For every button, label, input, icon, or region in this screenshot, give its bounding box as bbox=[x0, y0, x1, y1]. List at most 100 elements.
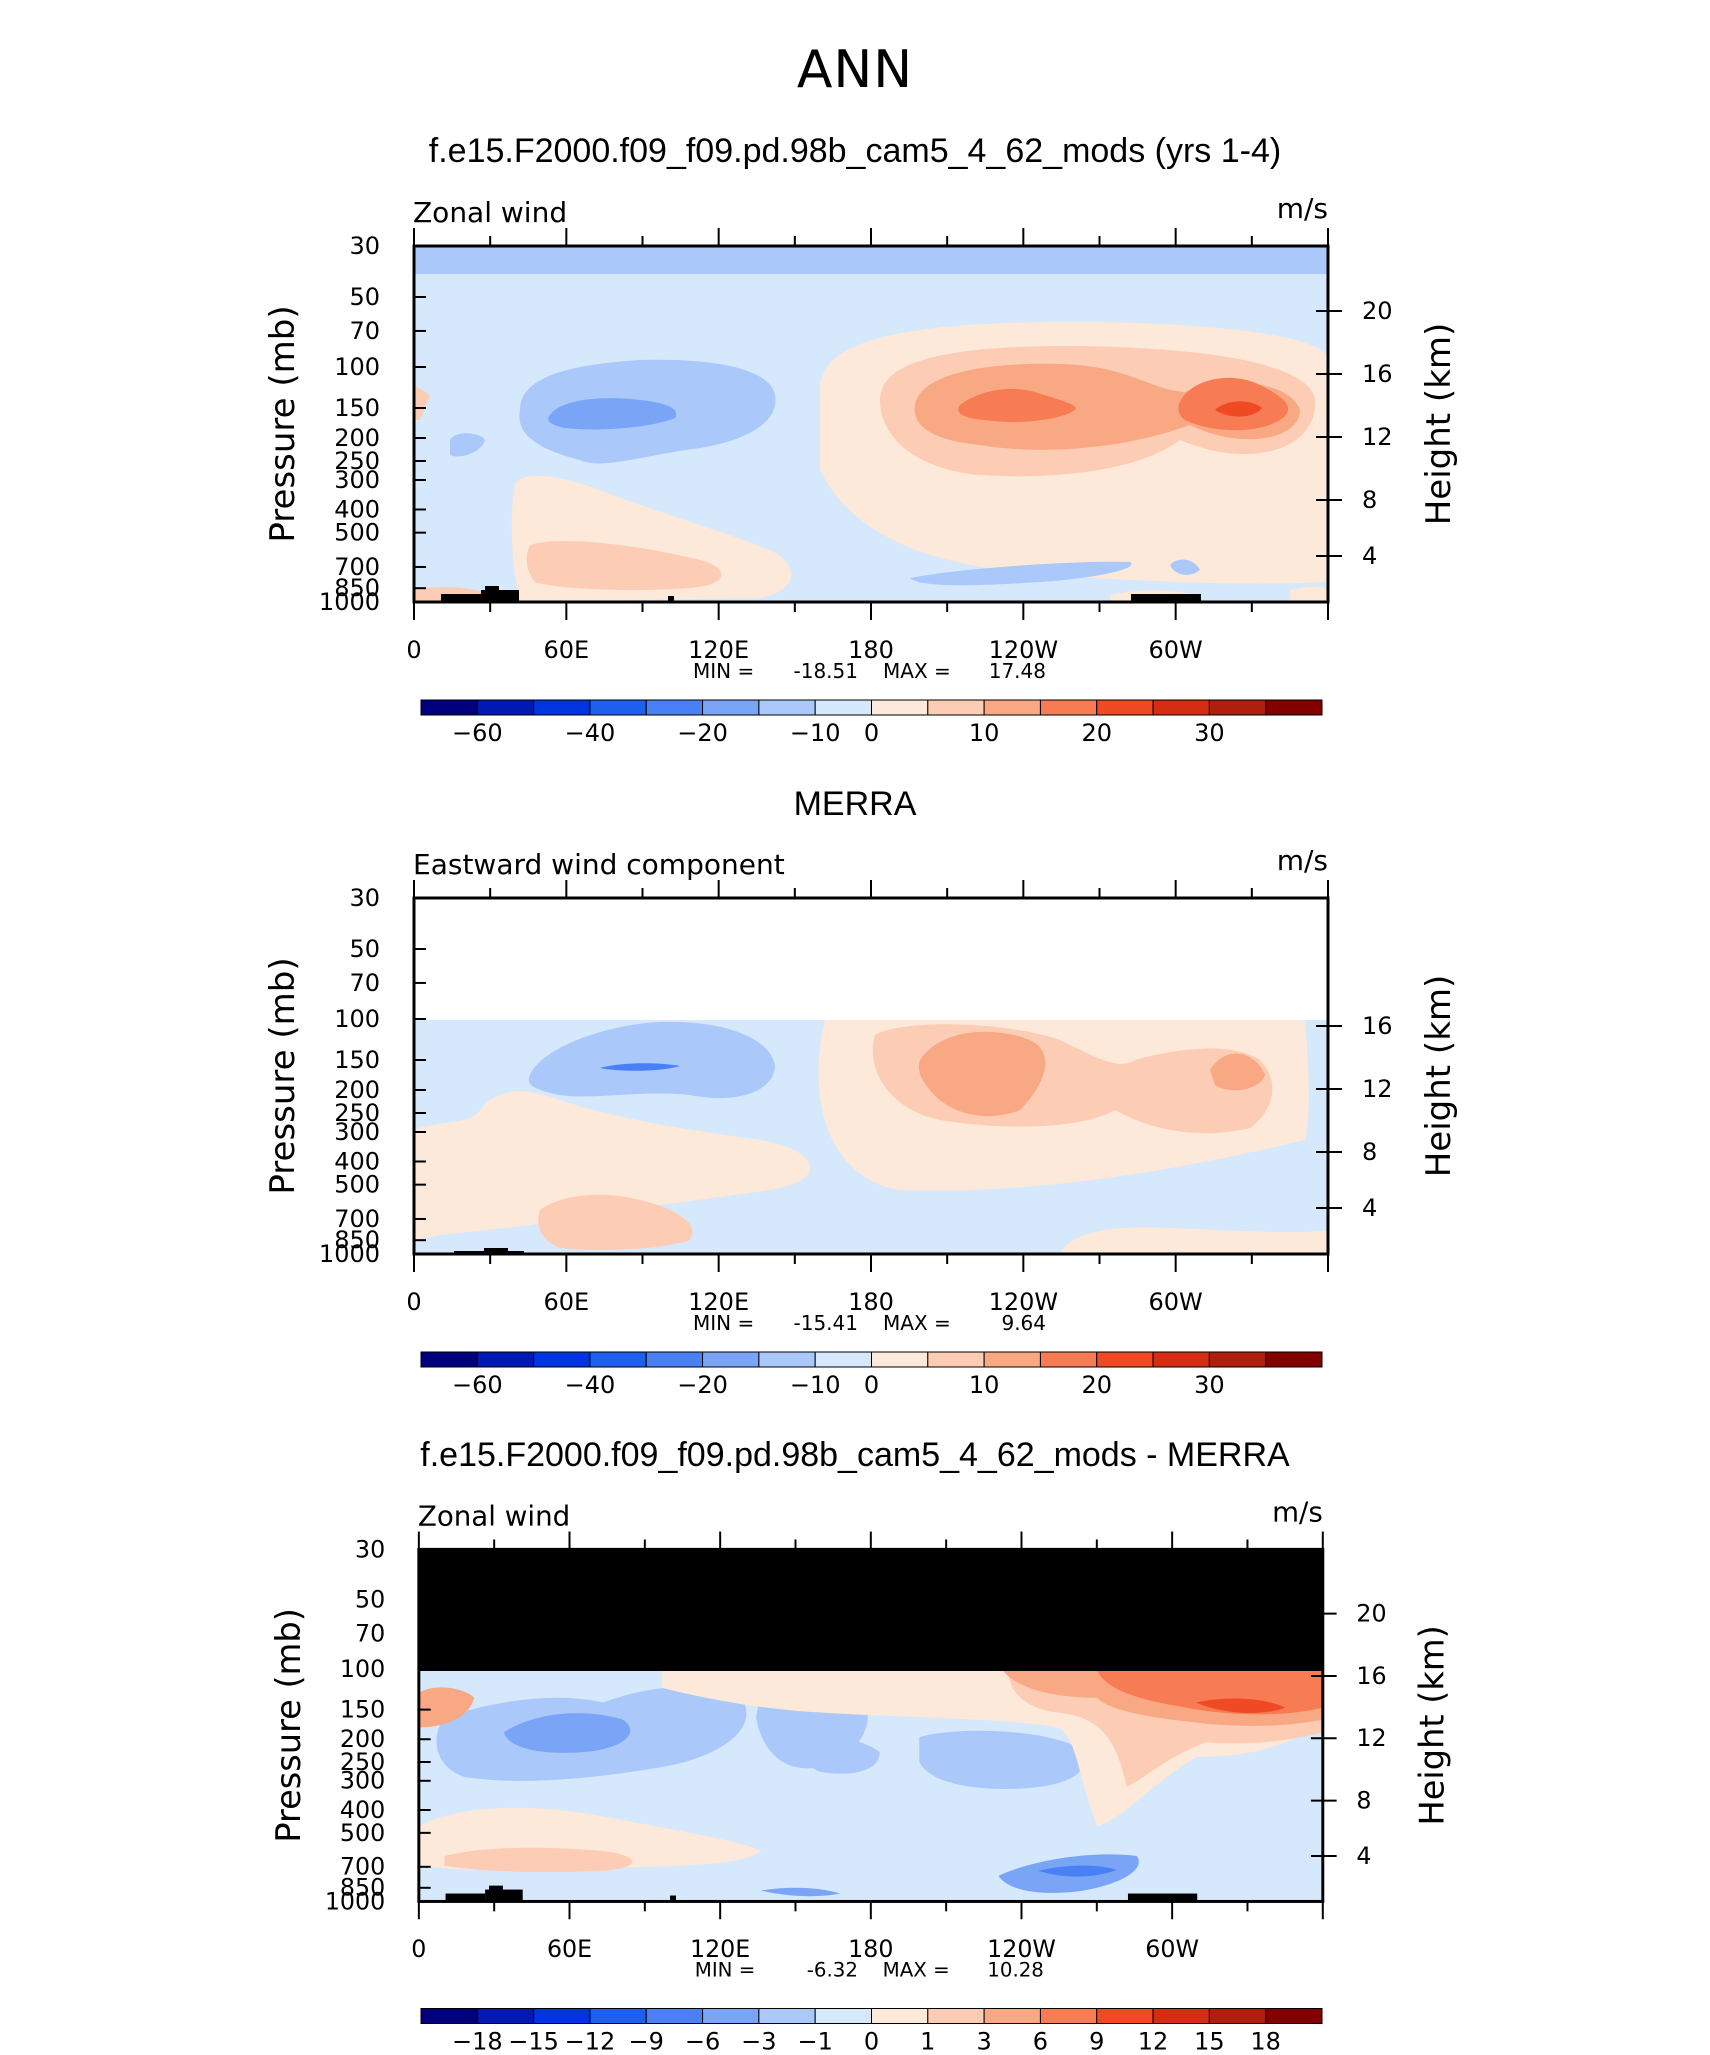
panel-2-max-label: MAX = bbox=[883, 1311, 951, 1335]
panel-3-units-label: m/s bbox=[1272, 1496, 1323, 1529]
panel-1-max-label: MAX = bbox=[883, 659, 951, 683]
panel-2-units-label: m/s bbox=[1277, 844, 1328, 877]
pressure-tick-label: 30 bbox=[355, 1535, 385, 1563]
colorbar-label: 0 bbox=[864, 2028, 879, 2055]
height-tick-label: 20 bbox=[1362, 297, 1393, 325]
colorbar-swatch bbox=[1097, 1352, 1153, 1367]
colorbar-label: −20 bbox=[677, 1371, 728, 1399]
colorbar-label: 1 bbox=[920, 2028, 935, 2055]
colorbar-swatch bbox=[1209, 2009, 1265, 2024]
colorbar-swatch bbox=[421, 1352, 477, 1367]
colorbar-label: −12 bbox=[565, 2028, 616, 2055]
panel-3-max-label: MAX = bbox=[883, 1959, 950, 1982]
x-tick-label: 60W bbox=[1148, 636, 1202, 664]
panel-3-left-label: Zonal wind bbox=[418, 1500, 570, 1533]
panel-3-max-value: 10.28 bbox=[987, 1959, 1044, 1982]
colorbar-label: 3 bbox=[976, 2028, 991, 2055]
panel-3-min-label: MIN = bbox=[695, 1959, 756, 1982]
height-tick-label: 16 bbox=[1362, 1012, 1393, 1040]
panel-2-left-label: Eastward wind component bbox=[413, 848, 785, 881]
pressure-tick-label: 300 bbox=[340, 1767, 385, 1795]
pressure-tick-label: 100 bbox=[334, 1005, 380, 1033]
colorbar-swatch bbox=[477, 1352, 533, 1367]
panel-3-min-value: -6.32 bbox=[807, 1959, 858, 1982]
colorbar-label: 20 bbox=[1081, 1371, 1112, 1399]
colorbar-swatch bbox=[815, 2009, 871, 2024]
panel-1-min-label: MIN = bbox=[693, 659, 754, 683]
colorbar-label: 30 bbox=[1194, 719, 1225, 747]
colorbar-label: −60 bbox=[452, 719, 503, 747]
colorbar-swatch bbox=[1153, 700, 1209, 715]
colorbar-label: −10 bbox=[790, 719, 841, 747]
pressure-tick-label: 50 bbox=[355, 1586, 385, 1614]
panel-1-y-axis-label: Pressure (mb) bbox=[263, 305, 303, 542]
panel-3-title: f.e15.F2000.f09_f09.pd.98b_cam5_4_62_mod… bbox=[0, 1436, 1710, 1475]
panel-1-min-value: -18.51 bbox=[794, 659, 858, 683]
pressure-tick-label: 300 bbox=[334, 1118, 380, 1146]
x-tick-label: 60E bbox=[547, 1935, 592, 1963]
panel-2-y2-axis-label: Height (km) bbox=[1419, 975, 1459, 1178]
height-tick-label: 12 bbox=[1356, 1724, 1386, 1752]
colorbar-label: 30 bbox=[1194, 1371, 1225, 1399]
colorbar-swatch bbox=[1266, 2009, 1322, 2024]
colorbar-swatch bbox=[984, 2009, 1040, 2024]
panel-2-field bbox=[414, 1020, 1328, 1254]
colorbar-swatch bbox=[1097, 700, 1153, 715]
colorbar-swatch bbox=[984, 700, 1040, 715]
colorbar-swatch bbox=[646, 700, 702, 715]
panel-3-field bbox=[419, 1549, 1323, 1901]
pressure-tick-label: 70 bbox=[349, 969, 380, 997]
colorbar-swatch bbox=[590, 2009, 646, 2024]
pressure-tick-label: 150 bbox=[334, 394, 380, 422]
colorbar-swatch bbox=[1040, 700, 1096, 715]
pressure-tick-label: 1000 bbox=[319, 1240, 380, 1268]
pressure-tick-label: 1000 bbox=[325, 1887, 385, 1915]
panel-1-units-label: m/s bbox=[1277, 192, 1328, 225]
colorbar-swatch bbox=[1209, 1352, 1265, 1367]
colorbar-swatch bbox=[1266, 700, 1322, 715]
colorbar-swatch bbox=[872, 1352, 928, 1367]
colorbar-label: −20 bbox=[677, 719, 728, 747]
x-tick-label: 0 bbox=[406, 636, 421, 664]
colorbar-swatch bbox=[928, 1352, 984, 1367]
pressure-tick-label: 150 bbox=[334, 1046, 380, 1074]
panel-1-left-label: Zonal wind bbox=[413, 196, 567, 229]
colorbar-label: 0 bbox=[864, 1371, 879, 1399]
height-tick-label: 8 bbox=[1362, 1138, 1377, 1166]
colorbar-swatch bbox=[1097, 2009, 1153, 2024]
colorbar-label: −10 bbox=[790, 1371, 841, 1399]
colorbar-swatch bbox=[534, 2009, 590, 2024]
colorbar-label: 10 bbox=[969, 719, 1000, 747]
colorbar-swatch bbox=[872, 700, 928, 715]
colorbar-label: 9 bbox=[1089, 2028, 1104, 2055]
height-tick-label: 16 bbox=[1356, 1662, 1386, 1690]
height-tick-label: 8 bbox=[1356, 1786, 1371, 1814]
panel-2-y-axis-label: Pressure (mb) bbox=[263, 957, 303, 1194]
height-tick-label: 4 bbox=[1362, 542, 1377, 570]
pressure-tick-label: 1000 bbox=[319, 588, 380, 616]
colorbar-swatch bbox=[477, 2009, 533, 2024]
pressure-tick-label: 500 bbox=[334, 1171, 380, 1199]
panel-1-field bbox=[414, 246, 1328, 602]
colorbar-label: 20 bbox=[1081, 719, 1112, 747]
colorbar-swatch bbox=[421, 700, 477, 715]
x-tick-label: 60W bbox=[1148, 1288, 1202, 1316]
pressure-tick-label: 70 bbox=[349, 317, 380, 345]
pressure-tick-label: 30 bbox=[349, 884, 380, 912]
height-tick-label: 4 bbox=[1356, 1842, 1371, 1870]
colorbar-swatch bbox=[984, 1352, 1040, 1367]
height-tick-label: 12 bbox=[1362, 1075, 1393, 1103]
colorbar-label: −9 bbox=[629, 2028, 664, 2055]
colorbar-label: −1 bbox=[797, 2028, 832, 2055]
colorbar-label: −3 bbox=[741, 2028, 776, 2055]
colorbar-label: 15 bbox=[1194, 2028, 1225, 2055]
x-tick-label: 60E bbox=[544, 636, 590, 664]
colorbar-swatch bbox=[759, 2009, 815, 2024]
colorbar-swatch bbox=[477, 700, 533, 715]
pressure-tick-label: 30 bbox=[349, 232, 380, 260]
